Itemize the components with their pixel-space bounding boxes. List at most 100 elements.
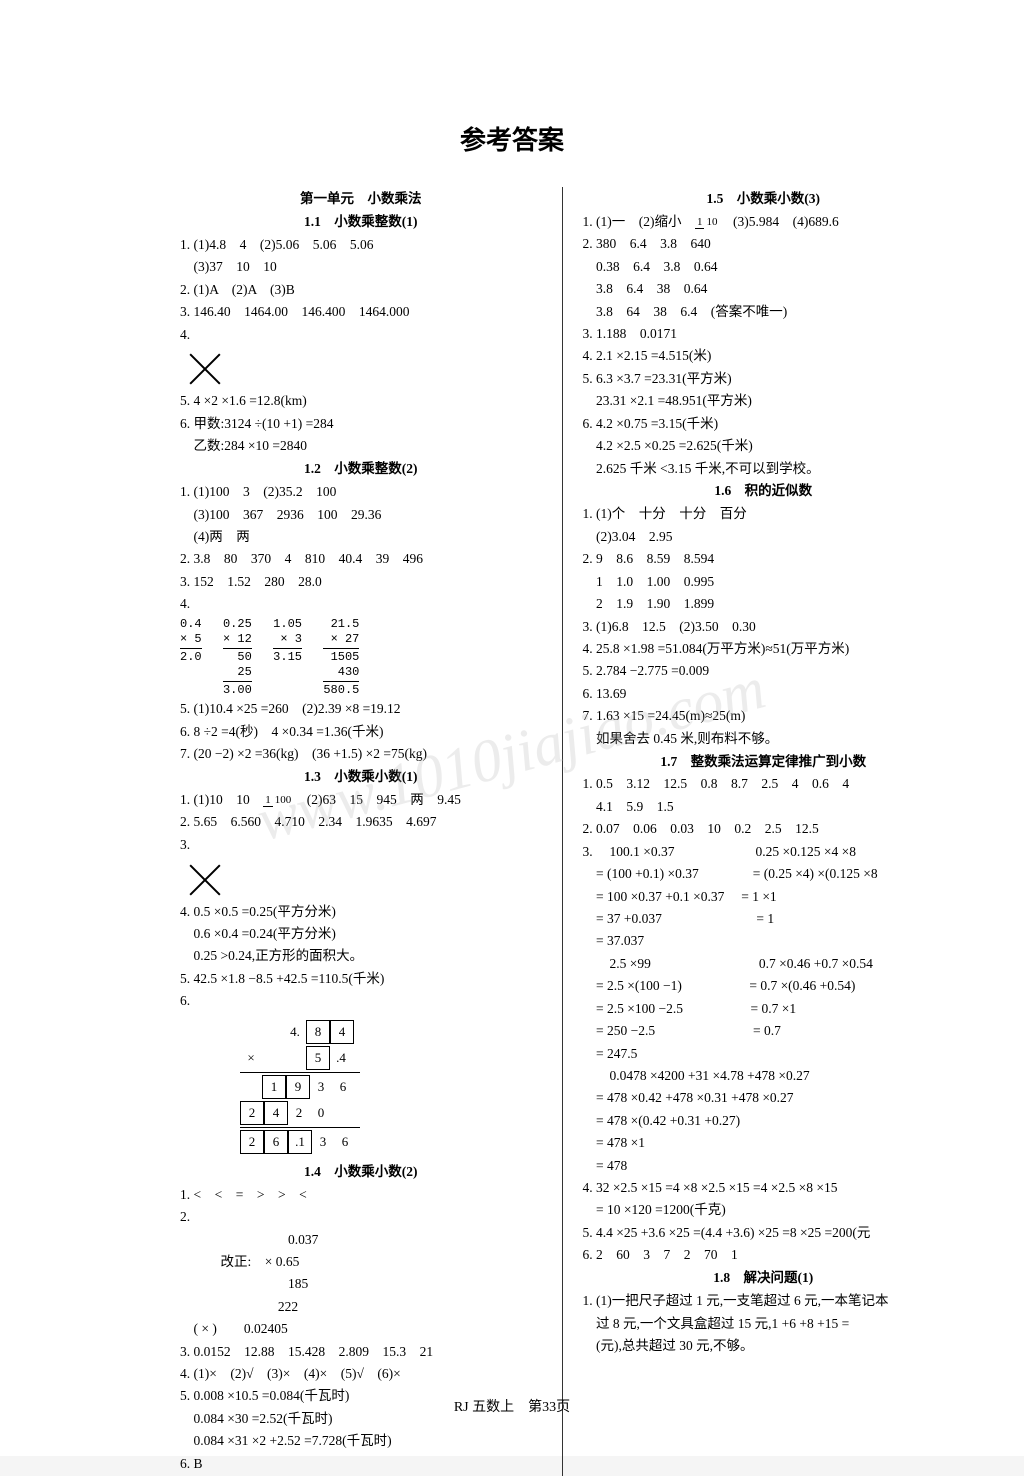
grid-cell: 8 — [306, 1020, 330, 1044]
answer-line: 5. 2.784 −2.775 =0.009 — [583, 661, 945, 682]
calc-row: × 5 — [180, 632, 202, 647]
grid-cell: .1 — [288, 1130, 312, 1154]
answer-line: 5. 4.4 ×25 +3.6 ×25 =(4.4 +3.6) ×25 =8 ×… — [583, 1223, 945, 1244]
answer-line: = 247.5 — [583, 1044, 945, 1065]
grid-cell: 9 — [286, 1075, 310, 1099]
answer-line: = (100 +0.1) ×0.37 = (0.25 ×4) ×(0.125 ×… — [583, 864, 945, 885]
answer-line: 1. (1)一 (2)缩小 110 (3)5.984 (4)689.6 — [583, 212, 945, 233]
answer-line: 如果舍去 0.45 米,则布料不够。 — [583, 729, 945, 750]
answer-line: 5. (1)10.4 ×25 =260 (2)2.39 ×8 =19.12 — [180, 699, 542, 720]
answer-line: (3)37 10 10 — [180, 257, 542, 278]
answer-line: (2)3.04 2.95 — [583, 527, 945, 548]
answer-line: 6. 8 ÷2 =4(秒) 4 ×0.34 =1.36(千米) — [180, 722, 542, 743]
answer-line: = 10 ×120 =1200(千克) — [583, 1200, 945, 1221]
main-title: 参考答案 — [60, 120, 964, 157]
answer-line: 3. 146.40 1464.00 146.400 1464.000 — [180, 302, 542, 323]
grid-cell: 3 — [312, 1131, 334, 1153]
grid-cell: 1 — [262, 1075, 286, 1099]
answer-line: 4. 25.8 ×1.98 =51.084(万平方米)≈51(万平方米) — [583, 639, 945, 660]
section-1-5-title: 1.5 小数乘小数(3) — [583, 189, 945, 210]
answer-line: 4. 32 ×2.5 ×15 =4 ×8 ×2.5 ×15 =4 ×2.5 ×8… — [583, 1178, 945, 1199]
answer-line: 2. — [180, 1207, 542, 1228]
calc-2: 0.25 × 12 50 25 3.00 — [223, 617, 252, 698]
answer-line: 3.8 6.4 38 0.64 — [583, 279, 945, 300]
answer-line: 7. 1.63 ×15 =24.45(m)≈25(m) — [583, 706, 945, 727]
calc-row: 2.0 — [180, 650, 202, 665]
section-1-3-title: 1.3 小数乘小数(1) — [180, 767, 542, 788]
answer-line: 5. 4 ×2 ×1.6 =12.8(km) — [180, 391, 542, 412]
answer-line: 0.037 — [180, 1230, 542, 1251]
calc-row: × 12 — [223, 632, 252, 647]
calc-row: 0.4 — [180, 617, 202, 632]
answer-line: 7. (20 −2) ×2 =36(kg) (36 +1.5) ×2 =75(k… — [180, 744, 542, 765]
grid-cell: 0 — [310, 1102, 332, 1124]
answer-line: 4. 2.1 ×2.15 =4.515(米) — [583, 346, 945, 367]
answer-line: 2. 0.07 0.06 0.03 10 0.2 2.5 12.5 — [583, 819, 945, 840]
answer-line: = 2.5 ×100 −2.5 = 0.7 ×1 — [583, 999, 945, 1020]
grid-cell: 6 — [332, 1076, 354, 1098]
grid-cell: 6 — [264, 1130, 288, 1154]
answer-line: = 478 ×0.42 +478 ×0.31 +478 ×0.27 — [583, 1088, 945, 1109]
answer-line: 0.084 ×31 ×2 +2.52 =7.728(千瓦时) — [180, 1431, 542, 1452]
answer-line: 0.25 >0.24,正方形的面积大。 — [180, 946, 542, 967]
answer-line: 0.0478 ×4200 +31 ×4.78 +478 ×0.27 — [583, 1066, 945, 1087]
answer-line: 2 1.9 1.90 1.899 — [583, 594, 945, 615]
answer-line: 2. (1)A (2)A (3)B — [180, 280, 542, 301]
cross-diagram — [184, 858, 226, 900]
section-1-6-title: 1.6 积的近似数 — [583, 481, 945, 502]
calc-row: 430 — [323, 665, 359, 680]
grid-cell: .4 — [330, 1047, 352, 1069]
answer-line: 3. 0.0152 12.88 15.428 2.809 15.3 21 — [180, 1342, 542, 1363]
calc-row: 580.5 — [323, 683, 359, 698]
answer-line: 1. (1)10 10 1100 (2)63 15 945 两 9.45 — [180, 790, 542, 811]
answer-line: 改正: × 0.65 — [180, 1252, 542, 1273]
answer-line: 过 8 元,一个文具盒超过 15 元,1 +6 +8 +15 = — [583, 1314, 945, 1335]
calc-row: 21.5 — [323, 617, 359, 632]
grid-cell: 4 — [330, 1020, 354, 1044]
answer-line: 23.31 ×2.1 =48.951(平方米) — [583, 391, 945, 412]
content-columns: 第一单元 小数乘法 1.1 小数乘整数(1) 1. (1)4.8 4 (2)5.… — [60, 187, 964, 1476]
answer-line: 3. 152 1.52 280 28.0 — [180, 572, 542, 593]
left-column: 第一单元 小数乘法 1.1 小数乘整数(1) 1. (1)4.8 4 (2)5.… — [60, 187, 542, 1476]
answer-line: = 478 ×1 — [583, 1133, 945, 1154]
answer-line: 4. — [180, 594, 542, 615]
grid-cell: 2 — [240, 1130, 264, 1154]
answer-line: 5. 42.5 ×1.8 −8.5 +42.5 =110.5(千米) — [180, 969, 542, 990]
answer-line: 222 — [180, 1297, 542, 1318]
grid-cell: 2 — [288, 1102, 310, 1124]
answer-line: 2. 380 6.4 3.8 640 — [583, 234, 945, 255]
answer-line: 1. < < = > > < — [180, 1185, 542, 1206]
answer-line: (元),总共超过 30 元,不够。 — [583, 1336, 945, 1357]
answer-line: 0.38 6.4 3.8 0.64 — [583, 257, 945, 278]
answer-line: 2.5 ×99 0.7 ×0.46 +0.7 ×0.54 — [583, 954, 945, 975]
answer-line: 1. (1)一把尺子超过 1 元,一支笔超过 6 元,一本笔记本 — [583, 1291, 945, 1312]
calc-row: × 27 — [323, 632, 359, 647]
calc-row: 0.25 — [223, 617, 252, 632]
unit-title: 第一单元 小数乘法 — [180, 189, 542, 210]
answer-line: 6. 4.2 ×0.75 =3.15(千米) — [583, 414, 945, 435]
answer-line: 3. — [180, 835, 542, 856]
answer-line: = 250 −2.5 = 0.7 — [583, 1021, 945, 1042]
calc-row: 50 — [223, 650, 252, 665]
answer-line: 6. B — [180, 1454, 542, 1475]
grid-cell: × — [240, 1047, 262, 1069]
answer-line: 3.8 64 38 6.4 (答案不唯一) — [583, 302, 945, 323]
answer-line: 4.1 5.9 1.5 — [583, 797, 945, 818]
answer-line: = 478 ×(0.42 +0.31 +0.27) — [583, 1111, 945, 1132]
section-1-1-title: 1.1 小数乘整数(1) — [180, 212, 542, 233]
answer-line: 2.625 千米 <3.15 千米,不可以到学校。 — [583, 459, 945, 480]
calc-row: 1505 — [323, 650, 359, 665]
calc-row: 1.05 — [273, 617, 302, 632]
answer-line: 4. 0.5 ×0.5 =0.25(平方分米) — [180, 902, 542, 923]
answer-line: 185 — [180, 1274, 542, 1295]
answer-line: 3. 100.1 ×0.37 0.25 ×0.125 ×4 ×8 — [583, 842, 945, 863]
answer-line: 2. 9 8.6 8.59 8.594 — [583, 549, 945, 570]
vertical-calcs: 0.4 × 5 2.0 0.25 × 12 50 25 3.00 1.05 × … — [180, 617, 542, 698]
answer-line: 4. (1)× (2)√ (3)× (4)× (5)√ (6)× — [180, 1364, 542, 1385]
answer-line: = 37 +0.037 = 1 — [583, 909, 945, 930]
answer-line: 1 1.0 1.00 0.995 — [583, 572, 945, 593]
fraction-icon: 1100 — [263, 795, 293, 807]
grid-cell: 4. — [284, 1021, 306, 1043]
answer-line: 6. 13.69 — [583, 684, 945, 705]
answer-line: 2. 3.8 80 370 4 810 40.4 39 496 — [180, 549, 542, 570]
